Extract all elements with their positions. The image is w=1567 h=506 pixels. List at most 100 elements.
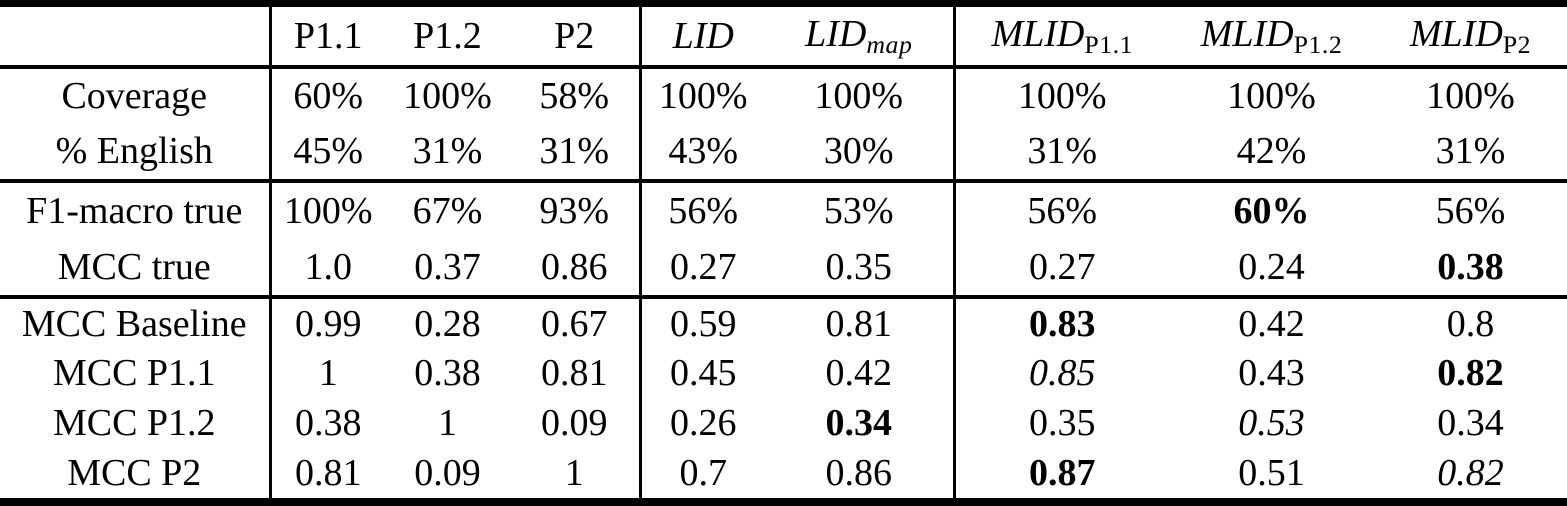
table-row: MCC P1.1 1 0.38 0.81 0.45 0.42 0.85 0.43 0.82 [0,348,1567,399]
header-cell-p2: P2 [510,3,640,69]
table-header: P1.1 P1.2 P2 LID LIDmap MLIDP1.1 MLIDP1.… [0,3,1567,69]
header-label: LID [672,15,734,57]
header-label: MLID [991,12,1085,55]
table-cell: 100% [814,75,904,118]
table-cell: 56% [1435,189,1506,232]
row-label: MCC true [0,238,270,299]
table-cell: 0.27 [638,238,765,299]
table-row: MCC P2 0.81 0.09 1 0.7 0.86 0.87 0.51 0.82 [0,448,1567,502]
header-subscript: map [866,30,913,60]
table-cell: 0.43 [1238,352,1305,395]
header-cell-empty [0,3,270,69]
table-cell: 0.51 [1238,452,1305,495]
table-cell: 60% [1233,189,1310,232]
table-cell: 0.24 [1169,238,1374,299]
row-label: MCC Baseline [21,302,247,345]
section-coverage-stats: Coverage 60% 100% 58% 100% 100% 100% 100% 100%% … [0,67,1567,183]
table-cell: 0.42 [825,352,893,395]
header-cell-mlid-p2: MLIDP2 [1374,3,1567,69]
table-cell: 0.34 [825,402,893,445]
header-label: MLID [1409,12,1503,55]
header-label: P1.1 [293,15,363,57]
table-cell: 0.86 [825,452,893,495]
table-cell: 45% [268,123,385,183]
table-cell: 100% [403,75,492,118]
table-cell: 100% [1426,75,1515,118]
header-subscript: P1.2 [1293,30,1343,60]
row-label: MCC P2 [67,452,202,495]
table-row: MCC Baseline 0.99 0.28 0.67 0.59 0.81 0.83 0.42… [0,296,1567,349]
table-cell: 0.35 [765,238,954,299]
row-label: MCC P1.1 [52,352,216,395]
table-cell: 0.42 [1238,302,1305,345]
header-label: LID [805,12,867,55]
table-cell: 0.37 [385,238,510,299]
table-cell: 100% [1227,75,1316,118]
header-cell-lid: LID [638,3,765,69]
table-row: % English 45% 31% 31% 43% 30% 31% 42% 31% [0,123,1567,183]
table-row: Coverage 60% 100% 58% 100% 100% 100% 100% 100% [0,67,1567,124]
table-cell: 31% [510,123,640,183]
table-cell: 43% [638,123,765,183]
table-row: MCC P1.2 0.38 1 0.09 0.26 0.34 0.35 0.53 0.34 [0,398,1567,449]
row-label: F1-macro true [26,189,243,232]
table-cell: 0.26 [638,398,765,449]
table-cell: 53% [823,189,894,232]
table-cell: 0.82 [1437,452,1504,495]
table-cell: 0.8 [1446,302,1495,345]
table-cell: 0.82 [1437,352,1504,395]
table-cell: 0.87 [952,448,1169,502]
table-cell: 42% [1169,123,1374,183]
table-cell: 0.09 [414,452,481,495]
table-cell: 0.35 [952,398,1169,449]
table-cell: 0.38 [414,352,481,395]
header-label: P2 [554,15,595,57]
table-cell: 0.86 [510,238,640,299]
table-cell: 0.45 [638,348,765,399]
table-cell: 58% [539,75,610,118]
table-cell: 100% [638,67,765,124]
table-cell: 0.81 [541,352,608,395]
table-cell: 0.83 [952,296,1169,349]
table-cell: 56% [952,180,1169,239]
table-cell: 0.34 [1437,402,1504,445]
table-cell: 31% [1374,123,1567,183]
header-cell-lid-map: LIDmap [765,3,954,69]
row-label: MCC P1.2 [52,402,216,445]
table-cell: 0.38 [1374,238,1567,299]
table-row: F1-macro true 100% 67% 93% 56% 53% 56% 60% 56% [0,180,1567,239]
table-cell: 67% [412,189,483,232]
table-cell: 60% [268,67,385,124]
table-cell: 0.27 [952,238,1169,299]
row-label: % English [0,123,270,183]
header-cell-mlid-p11: MLIDP1.1 [952,3,1169,69]
table-cell: 1 [438,402,457,445]
table-cell: 1.0 [268,238,385,299]
table-cell: 1 [268,348,385,399]
table-cell: 30% [765,123,954,183]
table-cell: 0.7 [638,448,765,502]
header-cell-p11: P1.1 [268,3,385,69]
table-cell: 31% [952,123,1169,183]
section-mcc-matrix: MCC Baseline 0.99 0.28 0.67 0.59 0.81 0.83 0.42… [0,296,1567,502]
table-cell: 93% [539,189,610,232]
table-cell: 1 [564,452,584,495]
table-cell: 0.59 [638,296,765,349]
header-cell-mlid-p12: MLIDP1.2 [1169,3,1374,69]
table-cell: 0.81 [268,448,385,502]
header-subscript: P2 [1502,30,1532,60]
header-subscript: P1.1 [1084,30,1134,60]
row-label: Coverage [61,75,208,118]
table-cell: 0.99 [268,296,385,349]
header-label: MLID [1200,12,1294,55]
header-label: P1.2 [413,15,482,57]
table-cell: 0.85 [952,348,1169,399]
section-true-scores: F1-macro true 100% 67% 93% 56% 53% 56% 60% 56% MC… [0,180,1567,299]
header-row: P1.1 P1.2 P2 LID LIDmap MLIDP1.1 MLIDP1.… [0,3,1567,69]
header-cell-p12: P1.2 [385,3,510,69]
table-cell: 100% [268,180,385,239]
table-row: MCC true 1.0 0.37 0.86 0.27 0.35 0.27 0.24 0.38 [0,238,1567,299]
table-cell: 0.28 [414,302,481,345]
table-cell: 0.67 [541,302,608,345]
table-cell: 0.09 [541,402,608,445]
